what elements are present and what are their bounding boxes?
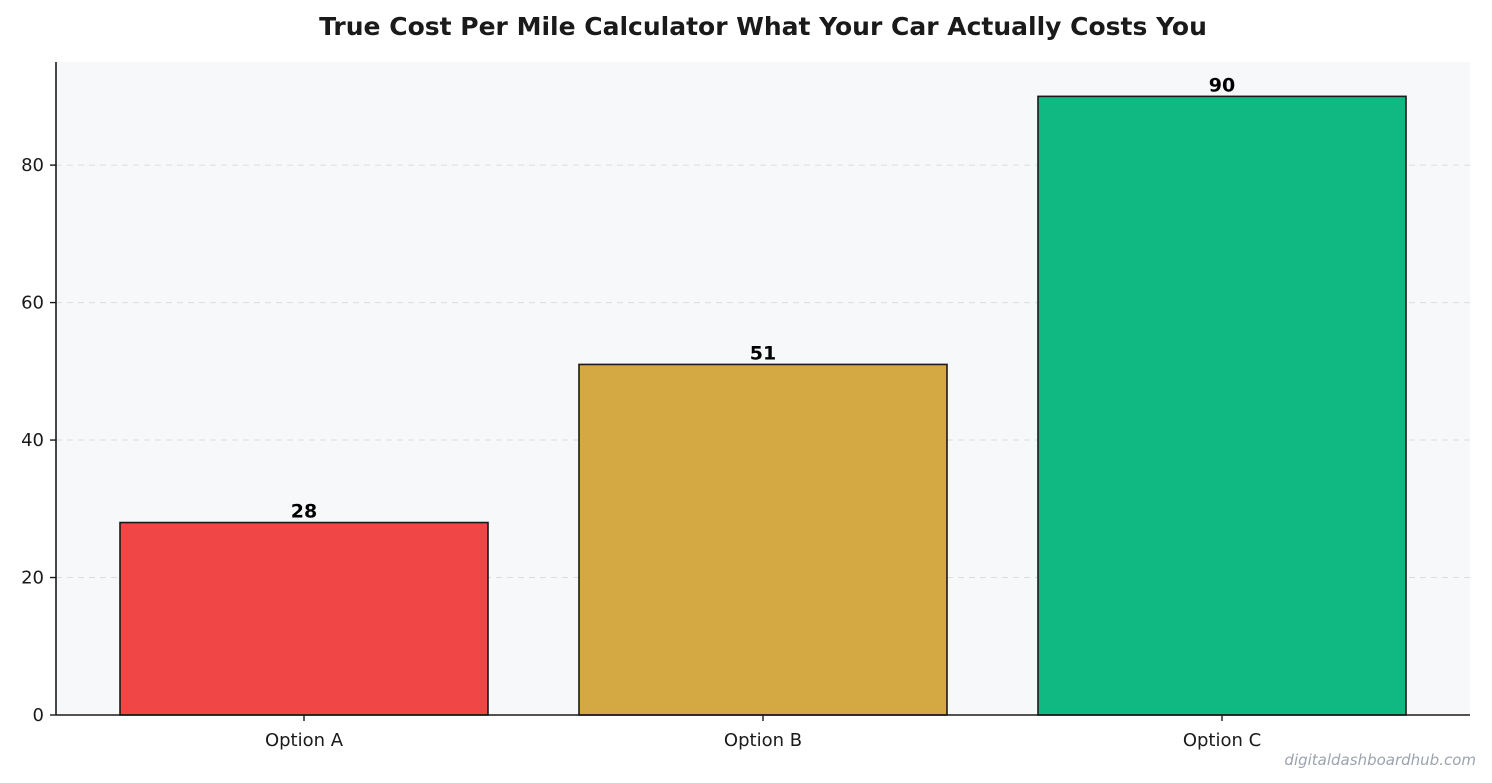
value-label: 90 xyxy=(1209,74,1235,96)
y-tick-label: 80 xyxy=(21,155,44,176)
x-tick-label: Option B xyxy=(724,730,802,751)
x-tick-label: Option A xyxy=(265,730,344,751)
value-label: 51 xyxy=(750,342,776,364)
bar xyxy=(119,521,489,716)
bar xyxy=(1037,95,1407,716)
y-tick-label: 60 xyxy=(21,293,44,314)
watermark: digitaldashboardhub.com xyxy=(1284,751,1476,769)
bar xyxy=(578,363,948,716)
y-tick-label: 20 xyxy=(21,568,44,589)
x-axis-ticks: Option A Option B Option C xyxy=(265,715,1261,751)
y-axis-ticks: 0 20 40 60 80 xyxy=(21,155,56,726)
chart-title: True Cost Per Mile Calculator What Your … xyxy=(319,12,1207,41)
bars xyxy=(119,95,1407,716)
value-label: 28 xyxy=(291,501,317,523)
y-tick-label: 0 xyxy=(33,705,44,726)
value-labels: 28 51 90 xyxy=(291,74,1235,522)
y-tick-label: 40 xyxy=(21,430,44,451)
x-tick-label: Option C xyxy=(1183,730,1261,751)
